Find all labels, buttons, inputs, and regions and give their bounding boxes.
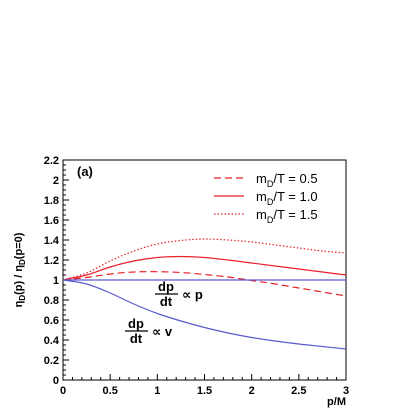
y-tick-label: 1.8 bbox=[44, 195, 59, 207]
y-tick-label: 1.2 bbox=[44, 255, 59, 267]
annotation-dpdt-p-num: dp bbox=[158, 279, 174, 294]
legend-entry-mdt-1-5: mD/T = 1.5 bbox=[256, 207, 318, 225]
x-tick-label: 2.5 bbox=[291, 385, 306, 397]
annotation-dpdt-v-den: dt bbox=[130, 331, 143, 346]
x-tick-label: 2 bbox=[249, 385, 255, 397]
y-tick-label: 0.8 bbox=[44, 295, 59, 307]
series-layer bbox=[62, 238, 347, 350]
x-tick-label: 1 bbox=[154, 385, 160, 397]
x-tick-label: 0 bbox=[60, 385, 66, 397]
y-axis-title: ηD(p) / ηD(p=0) bbox=[13, 232, 27, 307]
y-tick-label: 1.6 bbox=[44, 215, 59, 227]
legend-entry-mdt-0-5: mD/T = 0.5 bbox=[256, 171, 318, 189]
annotation-dpdt-v-rel: ∝ v bbox=[152, 324, 173, 339]
annotation-dpdt-v-num: dp bbox=[128, 316, 144, 331]
y-tick-label: 0.4 bbox=[44, 335, 60, 347]
panel-label: (a) bbox=[77, 164, 93, 179]
y-tick-label: 1 bbox=[53, 275, 59, 287]
x-tick-label: 0.5 bbox=[103, 385, 118, 397]
annotation-dpdt-p-rel: ∝ p bbox=[182, 287, 203, 302]
y-tick-label: 0 bbox=[53, 375, 59, 387]
x-axis-title: p/M bbox=[327, 396, 346, 408]
x-tick-label: 1.5 bbox=[197, 385, 212, 397]
series-line-2 bbox=[62, 238, 347, 281]
legend: mD/T = 0.5 mD/T = 1.0 mD/T = 1.5 bbox=[214, 171, 318, 225]
annotation-dpdt-p-den: dt bbox=[160, 294, 173, 309]
series-line-0 bbox=[62, 271, 347, 297]
series-line-1 bbox=[62, 255, 347, 281]
y-tick-label: 0.6 bbox=[44, 315, 59, 327]
axis-ticks: 0 0.5 1 1.5 2 2.5 3 0 0.2 0.4 0.6 0.8 1 1.2 1.4 1.6 1.8 2… bbox=[44, 155, 349, 397]
legend-entry-mdt-1-0: mD/T = 1.0 bbox=[256, 189, 318, 207]
annotation-dpdt-p: dp dt ∝ p bbox=[155, 279, 203, 309]
y-tick-label: 0.2 bbox=[44, 355, 59, 367]
y-tick-label: 2.2 bbox=[44, 155, 59, 167]
y-tick-label: 2 bbox=[53, 175, 59, 187]
series-line-4 bbox=[62, 279, 347, 350]
y-tick-label: 1.4 bbox=[44, 235, 60, 247]
annotation-dpdt-v: dp dt ∝ v bbox=[125, 316, 173, 346]
x-tick-label: 3 bbox=[343, 385, 349, 397]
